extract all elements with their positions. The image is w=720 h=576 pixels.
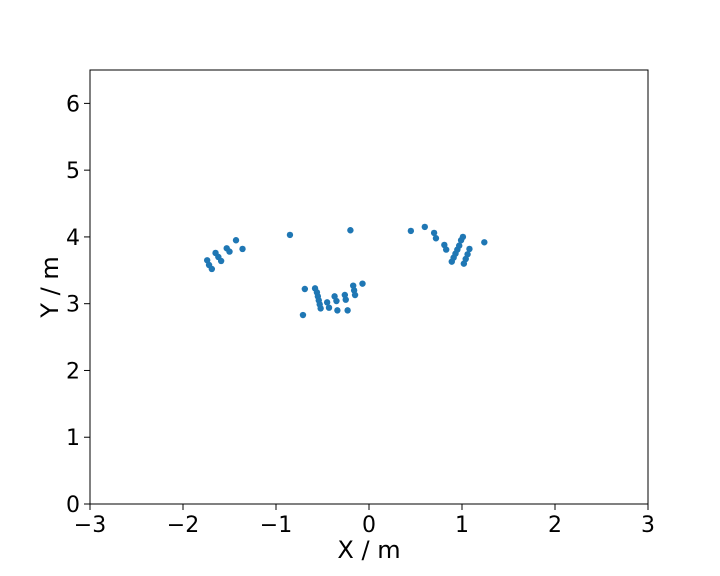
data-point (301, 285, 309, 293)
x-axis-ticks: −3 −2 −1 0 1 2 3 (74, 504, 655, 538)
x-tick-label: −1 (260, 513, 292, 538)
data-point (481, 239, 488, 246)
data-point (317, 305, 324, 312)
data-point (344, 307, 351, 314)
data-point (232, 237, 240, 244)
data-point (407, 227, 415, 235)
data-point (299, 311, 307, 319)
data-point (239, 245, 246, 253)
data-points (203, 223, 488, 319)
data-point (342, 296, 349, 303)
data-point (459, 233, 467, 241)
data-point (217, 257, 225, 265)
y-axis-label: Y / m (36, 256, 64, 318)
x-axis-label: X / m (337, 536, 400, 564)
x-tick-label: −3 (74, 513, 106, 538)
data-point (208, 265, 216, 273)
data-point (442, 246, 450, 253)
x-tick-label: 0 (362, 513, 376, 538)
y-tick-label: 0 (66, 493, 80, 518)
x-tick-label: −2 (167, 513, 199, 538)
x-tick-label: 1 (455, 513, 469, 538)
data-point (464, 251, 471, 258)
data-point (334, 307, 341, 314)
data-point (323, 299, 331, 306)
y-tick-label: 6 (66, 92, 80, 117)
y-tick-label: 1 (66, 426, 80, 451)
x-tick-label: 3 (641, 513, 655, 538)
data-point (466, 245, 473, 253)
data-point (421, 223, 428, 231)
y-axis-ticks: 0 1 2 3 4 5 6 (66, 92, 90, 518)
data-point (325, 304, 333, 311)
data-point (286, 231, 294, 239)
data-point (456, 242, 463, 249)
data-point (333, 297, 340, 305)
data-point (351, 291, 359, 299)
data-point (347, 227, 354, 234)
y-tick-label: 3 (66, 293, 80, 318)
data-point (359, 280, 366, 287)
y-tick-label: 2 (66, 359, 80, 384)
data-point (226, 248, 233, 255)
x-tick-label: 2 (548, 513, 562, 538)
data-point (432, 235, 440, 242)
y-tick-label: 5 (66, 159, 80, 184)
y-tick-label: 4 (66, 226, 80, 251)
data-point (430, 229, 438, 237)
